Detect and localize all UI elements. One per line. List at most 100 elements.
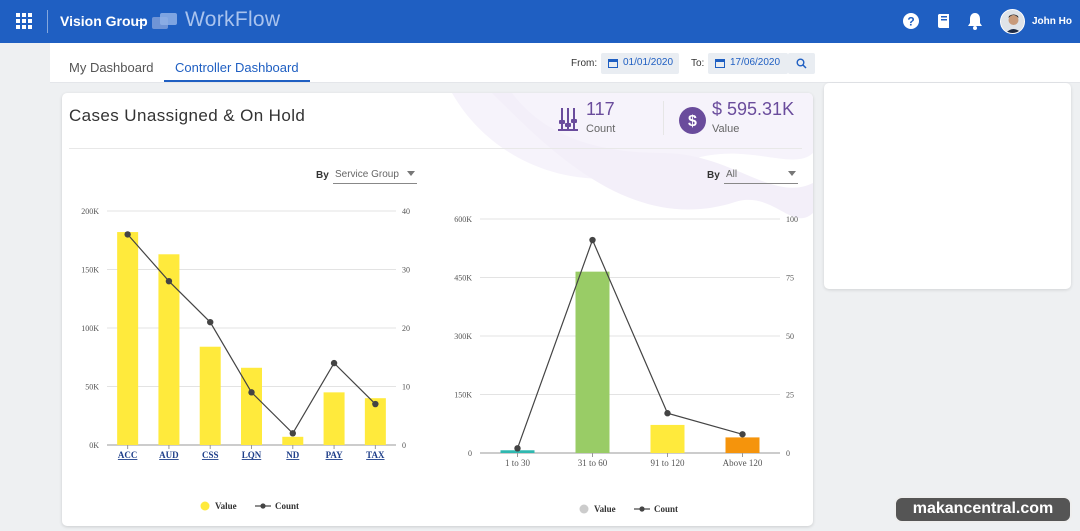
chart2-y-left-tick: 600K xyxy=(454,215,472,224)
chart2-y-right-tick: 75 xyxy=(786,274,794,283)
header-divider-line xyxy=(69,148,802,149)
chart1-category-label: ACC xyxy=(118,450,137,460)
chart2-count-point xyxy=(514,445,521,452)
chart1-count-point xyxy=(165,278,173,285)
chart1-category-label: TAX xyxy=(366,450,385,460)
chart2-y-right-tick: 0 xyxy=(786,449,790,458)
amount-label: Value xyxy=(712,123,740,135)
chart2-y-left-tick: 300K xyxy=(454,332,472,341)
chart2-y-left-tick: 450K xyxy=(454,274,472,283)
help-icon[interactable]: ? xyxy=(901,11,921,31)
background-swirl-decoration xyxy=(452,93,813,219)
aging-filter-select-value: All xyxy=(726,169,738,180)
count-value: 117 xyxy=(586,99,615,119)
chart1-count-point xyxy=(372,400,379,408)
chart2-category-label: 31 to 60 xyxy=(578,458,608,468)
book-icon[interactable] xyxy=(934,11,954,31)
chart1-category-label: CSS xyxy=(202,450,219,460)
tab-my-dashboard[interactable]: My Dashboard xyxy=(69,60,154,75)
chart2-y-right-tick: 25 xyxy=(786,391,794,400)
header-divider xyxy=(47,10,48,33)
svg-text:$: $ xyxy=(688,113,697,130)
chevron-down-icon xyxy=(788,171,796,176)
top-navigation-bar: Vision Group – WorkFlow ? John Ho xyxy=(0,0,1080,43)
chart1-category-label: ND xyxy=(286,450,299,460)
chart2-count-line xyxy=(516,238,743,449)
kpi-divider xyxy=(663,101,664,135)
to-date-field[interactable]: 17/06/2020 xyxy=(708,53,788,74)
workflow-logo-icon xyxy=(152,13,177,29)
from-date-label: From: xyxy=(571,58,598,69)
chart2-category-label: 1 to 30 xyxy=(505,458,531,468)
from-date-value: 01/01/2020 xyxy=(623,57,674,68)
chart1-count-point xyxy=(289,430,296,437)
chart2-y-left-tick: 150K xyxy=(454,391,472,400)
chart2-count-point xyxy=(664,410,671,417)
chart1-y-right-tick: 10 xyxy=(402,383,410,392)
chart2-bar-above-120 xyxy=(725,437,760,453)
chart2-category-label: 91 to 120 xyxy=(650,458,685,468)
service-group-select[interactable]: Service Group xyxy=(333,167,417,184)
chart1-y-right-tick: 20 xyxy=(402,324,410,333)
side-panel-card xyxy=(824,83,1071,289)
chart2-category-label: Above 120 xyxy=(723,458,763,468)
chart1-bar-nd xyxy=(282,436,304,445)
chart1-count-point xyxy=(330,359,338,367)
to-date-label: To: xyxy=(691,58,705,69)
chart1-bar-pay xyxy=(323,392,345,445)
service-group-chart: 0K 50K 100K 150K 200K 0 10 20 30 40 ACC AUD CSS LQN ND… xyxy=(81,207,410,511)
calendar-icon xyxy=(715,59,725,68)
chart1-bar-css xyxy=(199,346,221,445)
chart1-bar-aud xyxy=(158,254,180,445)
chart1-y-left-tick: 150K xyxy=(81,266,99,275)
app-launcher-icon[interactable] xyxy=(16,13,32,29)
chart1-bar-tax xyxy=(364,398,386,445)
title-separator: – xyxy=(138,11,146,27)
left-by-label: By xyxy=(316,170,329,181)
chart1-category-label: AUD xyxy=(159,450,179,460)
user-name[interactable]: John Ho xyxy=(1032,16,1072,27)
to-date-value: 17/06/2020 xyxy=(730,57,781,68)
chart2-y-right-tick: 100 xyxy=(786,215,798,224)
chart1-legend-value-label: Value xyxy=(215,501,237,511)
chart1-count-point xyxy=(248,389,255,396)
chart1-category-label: LQN xyxy=(242,450,262,460)
date-search-button[interactable] xyxy=(788,53,815,74)
count-label: Count xyxy=(586,123,616,135)
chart2-legend-value-label: Value xyxy=(594,504,616,514)
chart1-count-point xyxy=(207,318,214,326)
chart1-legend-count-swatch xyxy=(260,503,266,509)
active-tab-indicator xyxy=(164,80,310,82)
aging-filter-select[interactable]: All xyxy=(724,167,798,184)
chart2-bar-1-to-30 xyxy=(500,450,535,453)
service-group-select-value: Service Group xyxy=(335,169,399,180)
aging-chart: 0 150K 300K 450K 600K 0 25 50 75 100 1 to 30 31 to … xyxy=(454,215,798,514)
tab-controller-dashboard[interactable]: Controller Dashboard xyxy=(175,60,299,75)
chart2-count-point xyxy=(739,431,746,438)
user-avatar[interactable] xyxy=(1000,9,1025,34)
chart1-legend-count-label: Count xyxy=(275,501,299,511)
right-by-label: By xyxy=(707,170,720,181)
notifications-bell-icon[interactable] xyxy=(965,11,985,31)
chart2-y-left-tick: 0 xyxy=(468,449,472,458)
chevron-down-icon xyxy=(407,171,415,176)
amount-value: $ 595.31K xyxy=(712,99,795,119)
cases-unassigned-card: Cases Unassigned & On Hold 117 Count $ $… xyxy=(62,93,813,526)
watermark-text: makancentral.com xyxy=(894,496,1072,523)
chart2-y-right-tick: 50 xyxy=(786,332,794,341)
chart2-bar-31-to-60 xyxy=(575,271,610,453)
app-name: WorkFlow xyxy=(185,8,281,31)
dollar-icon: $ xyxy=(679,107,706,134)
chart2-legend-count-label: Count xyxy=(654,504,678,514)
chart1-y-left-tick: 200K xyxy=(81,207,99,216)
chart1-y-left-tick: 50K xyxy=(85,383,99,392)
from-date-field[interactable]: 01/01/2020 xyxy=(601,53,679,74)
card-title: Cases Unassigned & On Hold xyxy=(69,106,306,125)
chart1-bar-lqn xyxy=(241,367,262,445)
abacus-icon xyxy=(558,108,578,131)
organization-name: Vision Group xyxy=(60,13,148,29)
dashboard-tab-bar: My Dashboard Controller Dashboard From: … xyxy=(50,43,1080,83)
chart2-legend-value-swatch xyxy=(579,504,589,514)
chart1-legend-value-swatch xyxy=(200,501,210,511)
search-icon xyxy=(796,58,807,69)
